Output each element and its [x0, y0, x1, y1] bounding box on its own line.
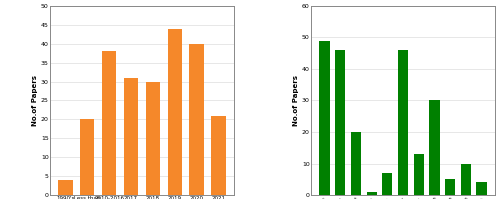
Bar: [445, 179, 455, 195]
Bar: [190, 44, 203, 195]
Bar: [366, 192, 377, 195]
Y-axis label: No.of Papers: No.of Papers: [32, 75, 38, 126]
Bar: [320, 41, 330, 195]
Bar: [102, 51, 117, 195]
Bar: [58, 180, 72, 195]
Bar: [460, 164, 471, 195]
Bar: [335, 50, 345, 195]
Bar: [212, 116, 226, 195]
Bar: [430, 100, 440, 195]
Y-axis label: No.of Papers: No.of Papers: [293, 75, 299, 126]
Bar: [476, 182, 486, 195]
Bar: [168, 29, 182, 195]
Bar: [351, 132, 361, 195]
Bar: [124, 78, 138, 195]
Bar: [146, 82, 160, 195]
Bar: [382, 173, 392, 195]
Bar: [80, 119, 94, 195]
Bar: [398, 50, 408, 195]
Bar: [414, 154, 424, 195]
